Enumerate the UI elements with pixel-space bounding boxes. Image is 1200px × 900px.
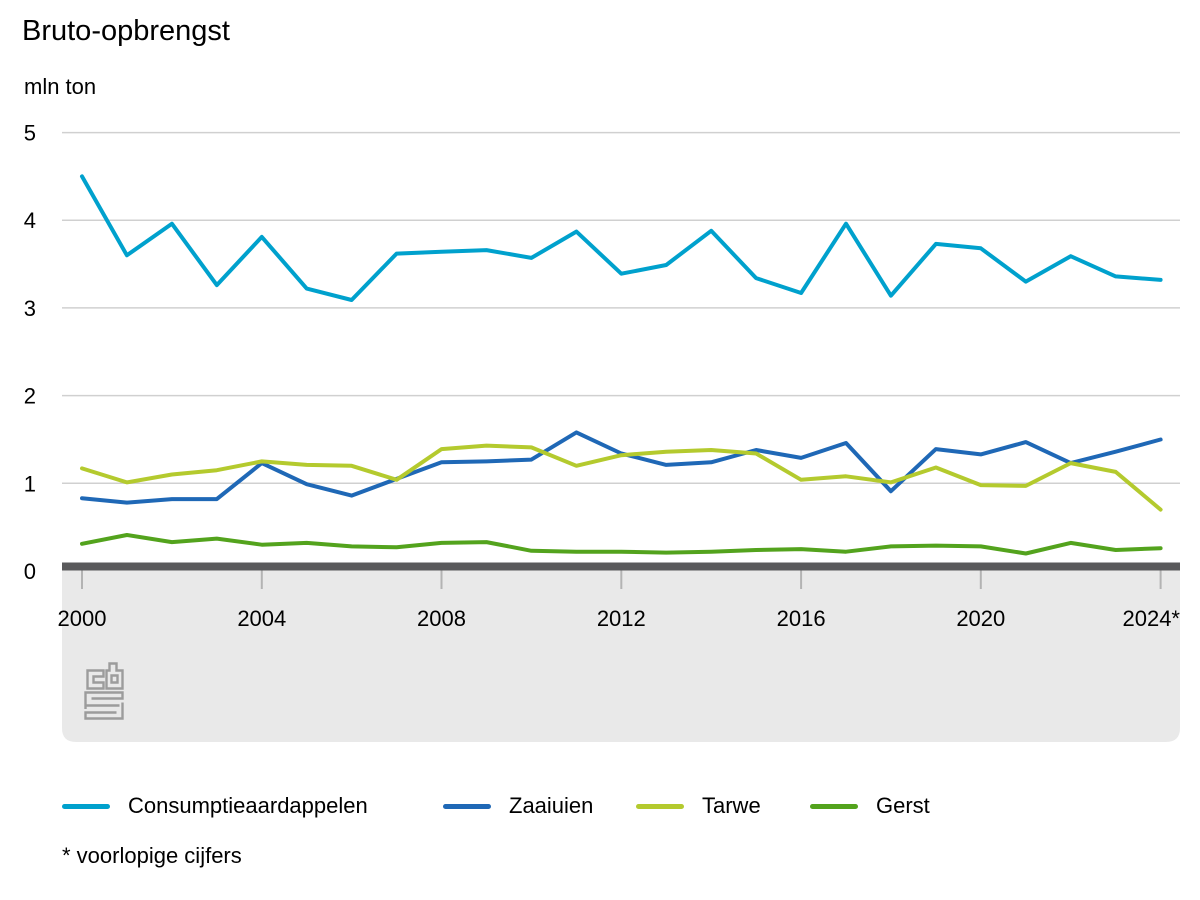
legend-item-zaaiuien[interactable]: Zaaiuien <box>443 793 593 819</box>
chart-canvas: 0 1 2 3 4 5 2000 2004 2008 2012 2016 2020 2024* <box>24 121 1180 742</box>
y-axis-label: 3 <box>24 296 36 321</box>
cbs-logo <box>84 662 124 720</box>
legend-label: Consumptieaardappelen <box>128 793 368 818</box>
series-line-tarwe[interactable] <box>80 443 1163 512</box>
y-axis-label: 1 <box>24 471 36 496</box>
x-axis-label: 2000 <box>58 606 107 631</box>
legend-label: Gerst <box>876 793 930 818</box>
line-chart: 0 1 2 3 4 5 2000 2004 2008 2012 2016 2020 2024* <box>24 121 1180 742</box>
x-axis-label: 2012 <box>597 606 646 631</box>
footnote: * voorlopige cijfers <box>62 843 242 868</box>
x-axis-label: 2020 <box>956 606 1005 631</box>
series-line-zaaiuien[interactable] <box>80 430 1163 505</box>
series-line-consumptieaardappelen[interactable] <box>80 174 1163 302</box>
x-axis-band <box>62 562 1180 742</box>
legend-swatch-consumptieaardappelen <box>62 803 110 809</box>
legend-label: Zaaiuien <box>509 793 594 818</box>
x-axis-label: 2008 <box>417 606 466 631</box>
chart-unit-label: mln ton <box>24 74 97 99</box>
y-axis-label: 4 <box>24 208 36 233</box>
x-axis-label: 2024* <box>1122 606 1180 631</box>
legend-item-consumptieaardappelen[interactable]: Consumptieaardappelen <box>62 793 368 819</box>
x-axis-label: 2016 <box>777 606 826 631</box>
legend-swatch-gerst <box>810 803 858 809</box>
x-axis-line <box>62 562 1180 571</box>
y-axis-label: 5 <box>24 121 36 146</box>
x-axis-label: 2004 <box>237 606 286 631</box>
legend-item-gerst[interactable]: Gerst <box>810 793 930 819</box>
legend-swatch-zaaiuien <box>443 803 491 809</box>
y-axis-label: 2 <box>24 384 36 409</box>
chart-title: Bruto-opbrengst <box>22 15 230 47</box>
series-line-gerst[interactable] <box>80 533 1163 556</box>
legend-label: Tarwe <box>702 793 761 818</box>
legend-swatch-tarwe <box>636 803 684 809</box>
legend-item-tarwe[interactable]: Tarwe <box>636 793 761 819</box>
y-axis-label: 0 <box>24 559 36 584</box>
